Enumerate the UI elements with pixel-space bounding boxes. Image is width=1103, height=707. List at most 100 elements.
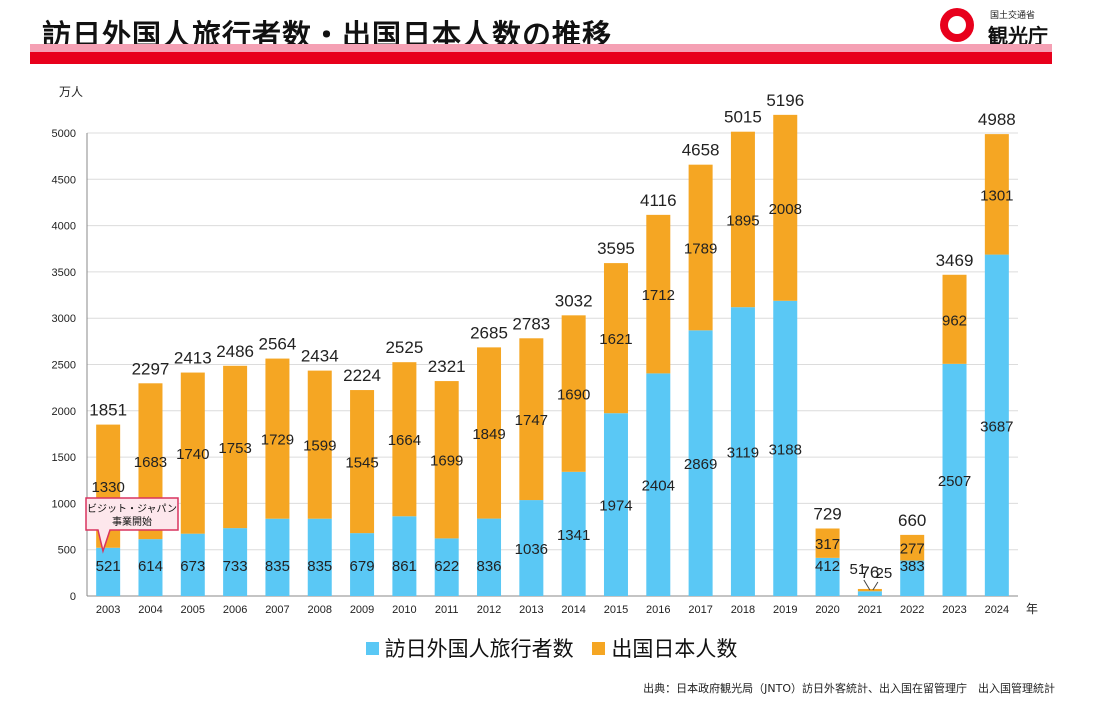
bar-inbound	[984, 254, 1009, 596]
y-tick-label: 2000	[52, 406, 76, 418]
bar-inbound	[815, 557, 840, 596]
bar-inbound	[265, 518, 290, 596]
x-tick-label: 2005	[181, 604, 205, 616]
data-label-outbound: 2008	[769, 201, 802, 218]
bar-inbound	[307, 518, 332, 596]
data-label-total: 3032	[555, 291, 593, 310]
bar-outbound	[815, 528, 840, 558]
chart-legend: 訪日外国人旅行者数 出国日本人数	[0, 633, 1103, 663]
y-tick-label: 3500	[52, 267, 76, 279]
data-label-inbound: 835	[307, 558, 332, 575]
data-label-total: 2297	[132, 359, 170, 378]
data-label-inbound: 3119	[727, 445, 759, 462]
bar-outbound	[942, 274, 967, 364]
x-tick-label: 2008	[308, 604, 332, 616]
bar-inbound	[603, 413, 628, 596]
bar-outbound	[646, 214, 671, 374]
data-label-total: 2413	[174, 349, 212, 368]
x-tick-label: 2006	[223, 604, 247, 616]
callout-line2: 事業開始	[112, 515, 152, 528]
bar-inbound	[900, 560, 925, 596]
x-tick-label: 2018	[731, 604, 755, 616]
data-label-inbound: 412	[815, 558, 840, 575]
data-label-total: 5015	[724, 108, 762, 127]
data-label-outbound: 277	[900, 541, 925, 558]
data-label-outbound: 1747	[515, 412, 548, 429]
data-label-outbound: 1330	[91, 479, 124, 496]
data-label-inbound: 2404	[642, 478, 675, 495]
bar-inbound	[942, 363, 967, 596]
data-label-total: 1851	[89, 401, 127, 420]
data-label-total: 2434	[301, 347, 339, 366]
bar-inbound	[350, 533, 375, 596]
x-tick-label: 2003	[96, 604, 120, 616]
bar-inbound	[730, 307, 755, 596]
x-tick-label: 2022	[900, 604, 924, 616]
bar-outbound	[688, 164, 713, 331]
data-label-inbound: 835	[265, 558, 290, 575]
x-tick-label: 2019	[773, 604, 797, 616]
bar-inbound	[646, 373, 671, 596]
bar-outbound	[350, 390, 375, 534]
data-label-outbound: 1849	[472, 426, 505, 443]
callout-bubble	[85, 497, 179, 554]
x-tick-label: 2017	[688, 604, 712, 616]
legend-label-outbound: 出国日本人数	[611, 637, 738, 661]
bar-outbound	[180, 372, 205, 534]
bar-outbound	[773, 114, 798, 301]
data-label-total: 2525	[385, 338, 423, 357]
y-tick-label: 4000	[52, 221, 76, 233]
data-label-inbound: 3188	[769, 441, 802, 458]
data-label-inbound: 51	[850, 561, 867, 578]
x-tick-label: 2007	[265, 604, 289, 616]
data-label-outbound: 317	[815, 536, 840, 553]
data-label-outbound: 1664	[388, 432, 421, 449]
data-label-total: 3469	[936, 251, 974, 270]
data-label-total: 2486	[216, 342, 254, 361]
data-label-inbound: 836	[477, 558, 502, 575]
data-label-inbound: 733	[223, 558, 248, 575]
legend-label-inbound: 訪日外国人旅行者数	[384, 637, 574, 661]
data-label-total: 660	[898, 511, 926, 530]
logo-mark-icon	[940, 8, 974, 42]
data-label-outbound: 1683	[134, 454, 167, 471]
bar-outbound	[265, 358, 290, 519]
legend-swatch-inbound	[365, 641, 379, 655]
x-tick-label: 2013	[519, 604, 543, 616]
data-label-outbound: 1699	[430, 453, 463, 470]
x-tick-label: 2011	[435, 604, 459, 616]
bar-inbound	[138, 539, 163, 596]
x-tick-label: 2014	[561, 604, 585, 616]
bar-outbound	[900, 534, 925, 561]
data-label-outbound: 1895	[726, 212, 759, 229]
data-label-outbound: 1729	[261, 432, 294, 449]
y-tick-label: 3000	[52, 313, 76, 325]
legend-swatch-outbound	[592, 641, 606, 655]
data-label-total: 2224	[343, 366, 381, 385]
bar-outbound	[434, 381, 459, 539]
bar-outbound	[561, 315, 586, 472]
y-tick-label: 1000	[52, 498, 76, 510]
data-label-inbound: 383	[900, 558, 925, 575]
data-label-outbound: 25	[876, 565, 893, 582]
y-tick-label: 5000	[52, 128, 76, 140]
bar-inbound	[561, 471, 586, 596]
x-tick-label: 2004	[138, 604, 162, 616]
data-label-inbound: 521	[96, 558, 121, 575]
data-label-outbound: 1740	[176, 446, 209, 463]
data-label-inbound: 614	[138, 558, 163, 575]
data-label-total: 5196	[766, 91, 804, 110]
x-tick-label: 2024	[985, 604, 1009, 616]
data-label-inbound: 1974	[599, 498, 632, 515]
data-label-inbound: 3687	[980, 418, 1013, 435]
bar-outbound	[603, 263, 628, 414]
y-axis-label: 万人	[59, 85, 83, 99]
bar-inbound	[180, 533, 205, 596]
data-label-inbound: 1036	[515, 541, 548, 558]
data-label-outbound: 1621	[599, 331, 632, 348]
data-label-total: 4116	[640, 191, 677, 210]
y-tick-label: 500	[58, 545, 76, 557]
data-label-total: 2321	[428, 357, 466, 376]
y-tick-label: 2500	[52, 360, 76, 372]
